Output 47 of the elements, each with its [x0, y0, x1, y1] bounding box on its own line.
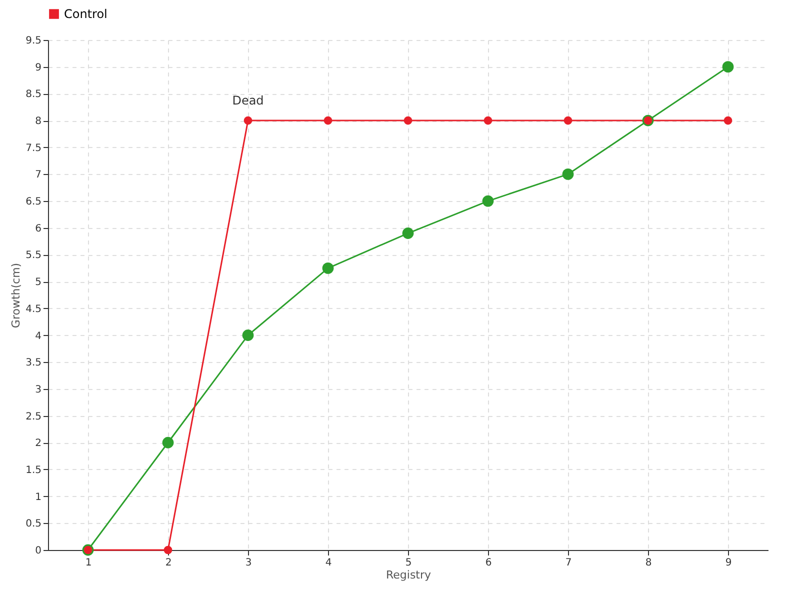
x-axis-title: Registry: [386, 568, 432, 582]
y-tick-label: 2: [35, 438, 42, 450]
legend-label: Control: [64, 7, 108, 21]
y-tick-label: 6: [35, 223, 42, 234]
y-tick-label: 9.5: [26, 36, 42, 46]
x-tick-label: 9: [725, 558, 732, 568]
y-tick-label: 8: [35, 116, 42, 128]
point: [164, 546, 172, 554]
y-tick-label: 1: [35, 492, 42, 503]
point: [562, 168, 574, 180]
y-axis-title: Growth(cm): [10, 262, 23, 328]
point: [242, 330, 254, 341]
y-tick-label: 3.5: [26, 358, 42, 369]
y-tick-label: 6.5: [26, 196, 42, 208]
y-tick-label: 7.5: [26, 142, 42, 154]
annotation: Dead: [232, 94, 264, 108]
y-tick-label: 1.5: [26, 464, 42, 476]
point: [162, 436, 174, 448]
point: [724, 116, 732, 125]
point: [402, 228, 414, 239]
point: [482, 195, 494, 207]
x-tick-label: 1: [85, 558, 92, 568]
y-tick-label: 5.5: [26, 250, 42, 262]
y-tick-label: 0: [35, 546, 42, 556]
y-tick-label: 2.5: [26, 411, 42, 422]
point: [564, 116, 572, 125]
y-tick-label: 4: [35, 330, 42, 342]
x-tick-label: 7: [565, 558, 572, 568]
point: [404, 116, 412, 125]
y-tick-label: 4.5: [26, 304, 42, 315]
y-tick-label: 9: [35, 62, 42, 74]
x-tick-label: 8: [645, 558, 652, 568]
y-tick-label: 3: [35, 384, 42, 396]
point: [324, 116, 332, 125]
point: [722, 61, 734, 73]
y-tick-label: 5: [35, 277, 42, 288]
x-tick-label: 4: [325, 558, 332, 568]
point: [322, 262, 334, 274]
y-tick-label: 7: [35, 170, 42, 181]
x-tick-label: 3: [245, 558, 252, 568]
y-tick-label: 0.5: [26, 518, 42, 530]
x-tick-label: 2: [165, 558, 172, 568]
x-tick-label: 6: [485, 558, 492, 568]
y-tick-label: 8.5: [26, 89, 42, 100]
point: [484, 116, 492, 125]
point: [244, 116, 252, 125]
x-tick-label: 5: [405, 558, 412, 568]
